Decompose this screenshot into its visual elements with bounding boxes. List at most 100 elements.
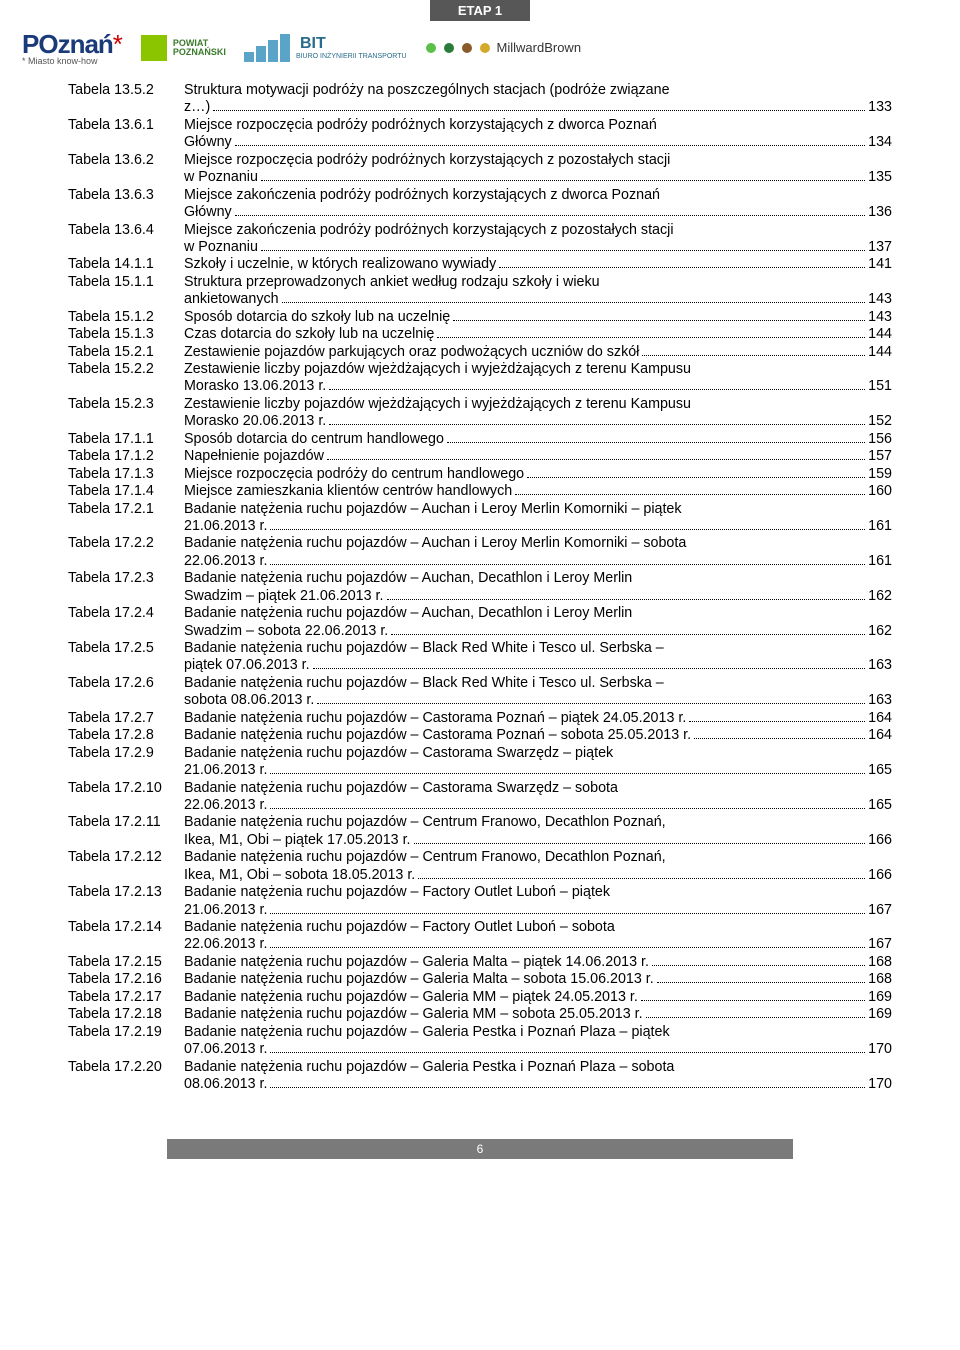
toc-label: Tabela 17.1.4 [68, 483, 184, 500]
toc-page: 169 [868, 989, 892, 1006]
toc-text: z…) [184, 99, 210, 116]
toc-entry: Tabela 17.2.12Badanie natężenia ruchu po… [68, 849, 892, 884]
leader-dots [437, 329, 865, 338]
leader-dots [646, 1009, 866, 1018]
toc-line: Struktura przeprowadzonych ankiet według… [184, 274, 892, 291]
toc-label: Tabela 15.2.1 [68, 344, 184, 361]
mb-circle-icon [426, 43, 436, 53]
toc-entry: Tabela 13.6.3Miejsce zakończenia podróży… [68, 187, 892, 222]
toc-text: Badanie natężenia ruchu pojazdów – Casto… [184, 710, 686, 727]
toc-label: Tabela 17.1.1 [68, 431, 184, 448]
toc-label: Tabela 17.2.4 [68, 605, 184, 622]
toc-entry: Tabela 13.6.2Miejsce rozpoczęcia podróży… [68, 152, 892, 187]
leader-dots [641, 992, 865, 1001]
leader-dots [387, 591, 866, 600]
toc-page: 143 [868, 291, 892, 308]
toc-line: Morasko 20.06.2013 r. 152 [184, 413, 892, 430]
toc-line: Badanie natężenia ruchu pojazdów – Casto… [184, 780, 892, 797]
toc-entry: Tabela 17.1.3Miejsce rozpoczęcia podróży… [68, 466, 892, 483]
leader-dots [270, 800, 865, 809]
toc-label: Tabela 17.2.16 [68, 971, 184, 988]
toc-line: Badanie natężenia ruchu pojazdów – Facto… [184, 884, 892, 901]
toc-label: Tabela 17.2.1 [68, 501, 184, 518]
toc-label: Tabela 17.2.3 [68, 570, 184, 587]
toc-label: Tabela 17.2.2 [68, 535, 184, 552]
toc-line: Badanie natężenia ruchu pojazdów – Centr… [184, 849, 892, 866]
toc-text: 21.06.2013 r. [184, 518, 267, 535]
toc-line: Czas dotarcia do szkoły lub na uczelnię … [184, 326, 892, 343]
toc-label: Tabela 17.2.13 [68, 884, 184, 901]
leader-dots [689, 713, 865, 722]
toc-text: Główny [184, 204, 232, 221]
toc-line: Główny 134 [184, 134, 892, 151]
toc-description: Badanie natężenia ruchu pojazdów – Centr… [184, 849, 892, 884]
toc-description: Badanie natężenia ruchu pojazdów – Galer… [184, 971, 892, 988]
toc-entry: Tabela 15.2.2Zestawienie liczby pojazdów… [68, 361, 892, 396]
leader-dots [317, 695, 865, 704]
toc-entry: Tabela 13.5.2Struktura motywacji podróży… [68, 82, 892, 117]
toc-entry: Tabela 17.1.4Miejsce zamieszkania klient… [68, 483, 892, 500]
toc-text: Morasko 13.06.2013 r. [184, 378, 326, 395]
toc-description: Badanie natężenia ruchu pojazdów – Galer… [184, 989, 892, 1006]
leader-dots [213, 103, 865, 112]
powiat-square-icon [141, 35, 167, 61]
toc-label: Tabela 13.5.2 [68, 82, 184, 99]
powiat-line2: POZNAŃSKI [173, 48, 226, 57]
toc-page: 152 [868, 413, 892, 430]
toc-text: Szkoły i uczelnie, w których realizowano… [184, 256, 496, 273]
toc-text: ankietowanych [184, 291, 279, 308]
toc-text: Zestawienie pojazdów parkujących oraz po… [184, 344, 639, 361]
toc-text: Badanie natężenia ruchu pojazdów – Galer… [184, 971, 654, 988]
toc-text: Główny [184, 134, 232, 151]
toc-line: Badanie natężenia ruchu pojazdów – Aucha… [184, 605, 892, 622]
leader-dots [270, 521, 865, 530]
leader-dots [515, 486, 865, 495]
bit-bar-icon [280, 34, 290, 62]
toc-entry: Tabela 17.1.2Napełnienie pojazdów 157 [68, 448, 892, 465]
toc-label: Tabela 17.2.11 [68, 814, 184, 831]
toc-page: 170 [868, 1041, 892, 1058]
toc-label: Tabela 17.2.10 [68, 780, 184, 797]
toc-line: Badanie natężenia ruchu pojazdów – Galer… [184, 1006, 892, 1023]
leader-dots [270, 556, 865, 565]
table-of-contents: Tabela 13.5.2Struktura motywacji podróży… [0, 72, 960, 1113]
leader-dots [447, 434, 865, 443]
page-footer: 6 [0, 1139, 960, 1159]
toc-text: Swadzim – sobota 22.06.2013 r. [184, 623, 388, 640]
toc-entry: Tabela 14.1.1Szkoły i uczelnie, w któryc… [68, 256, 892, 273]
toc-text: Miejsce zamieszkania klientów centrów ha… [184, 483, 512, 500]
toc-label: Tabela 17.2.8 [68, 727, 184, 744]
toc-line: Badanie natężenia ruchu pojazdów – Facto… [184, 919, 892, 936]
toc-description: Badanie natężenia ruchu pojazdów – Galer… [184, 954, 892, 971]
toc-line: Badanie natężenia ruchu pojazdów – Galer… [184, 1024, 892, 1041]
toc-entry: Tabela 17.2.1Badanie natężenia ruchu poj… [68, 501, 892, 536]
toc-entry: Tabela 13.6.4Miejsce zakończenia podróży… [68, 222, 892, 257]
leader-dots [391, 626, 865, 635]
toc-entry: Tabela 17.1.1Sposób dotarcia do centrum … [68, 431, 892, 448]
toc-description: Badanie natężenia ruchu pojazdów – Facto… [184, 884, 892, 919]
toc-line: Swadzim – sobota 22.06.2013 r. 162 [184, 623, 892, 640]
poznan-logo: POznań* * Miasto know-how [22, 29, 123, 66]
toc-page: 164 [868, 727, 892, 744]
leader-dots [527, 469, 865, 478]
leader-dots [270, 940, 865, 949]
toc-description: Badanie natężenia ruchu pojazdów – Aucha… [184, 501, 892, 536]
toc-description: Sposób dotarcia do szkoły lub na uczelni… [184, 309, 892, 326]
toc-line: Swadzim – piątek 21.06.2013 r. 162 [184, 588, 892, 605]
bit-bar-icon [244, 52, 254, 62]
toc-line: Badanie natężenia ruchu pojazdów – Casto… [184, 745, 892, 762]
toc-page: 135 [868, 169, 892, 186]
toc-text: Badanie natężenia ruchu pojazdów – Galer… [184, 989, 638, 1006]
toc-description: Badanie natężenia ruchu pojazdów – Casto… [184, 745, 892, 780]
leader-dots [270, 765, 865, 774]
toc-line: Badanie natężenia ruchu pojazdów – Galer… [184, 971, 892, 988]
toc-line: sobota 08.06.2013 r. 163 [184, 692, 892, 709]
toc-page: 168 [868, 954, 892, 971]
leader-dots [270, 1044, 865, 1053]
toc-line: 08.06.2013 r. 170 [184, 1076, 892, 1093]
toc-description: Sposób dotarcia do centrum handlowego 15… [184, 431, 892, 448]
toc-page: 157 [868, 448, 892, 465]
toc-description: Badanie natężenia ruchu pojazdów – Centr… [184, 814, 892, 849]
toc-line: 22.06.2013 r. 165 [184, 797, 892, 814]
toc-line: 21.06.2013 r. 161 [184, 518, 892, 535]
